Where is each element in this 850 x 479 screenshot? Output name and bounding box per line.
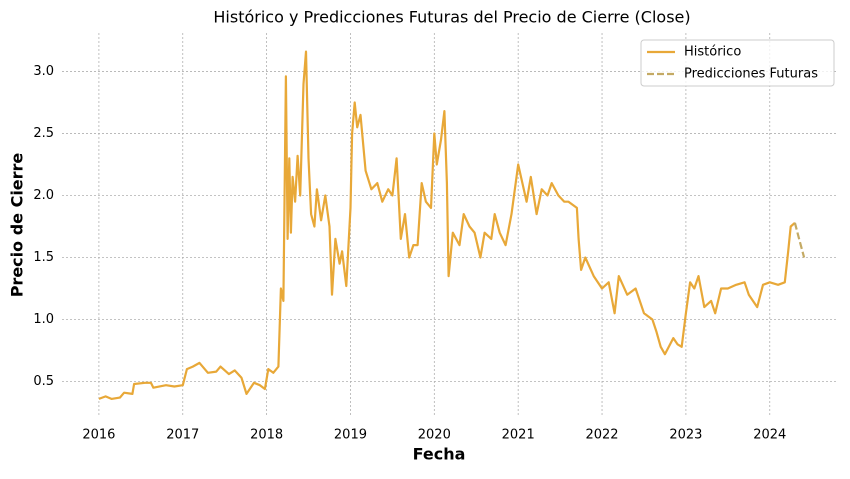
series-line [98,50,796,400]
legend-box [640,39,835,87]
series-line [793,222,806,258]
x-tick-label: 2022 [585,428,618,443]
y-tick-label: 1.5 [33,250,54,265]
chart-title: Histórico y Predicciones Futuras del Pre… [213,8,690,27]
legend-label: Predicciones Futuras [684,67,818,82]
y-tick-label: 2.5 [33,126,54,141]
x-axis-label: Fecha [413,445,466,464]
x-tick-label: 2021 [502,428,535,443]
legend-label: Histórico [684,45,741,60]
y-tick-label: 1.0 [33,312,54,327]
x-tick-label: 2023 [669,428,702,443]
y-tick-label: 0.5 [33,374,54,389]
x-tick-label: 2016 [82,428,115,443]
y-tick-label: 3.0 [33,64,54,79]
x-tick-label: 2024 [753,428,786,443]
y-axis-label: Precio de Cierre [8,153,27,298]
x-tick-label: 2018 [250,428,283,443]
x-tick-label: 2020 [418,428,451,443]
x-tick-label: 2017 [166,428,199,443]
x-tick-label: 2019 [334,428,367,443]
y-tick-label: 2.0 [33,188,54,203]
